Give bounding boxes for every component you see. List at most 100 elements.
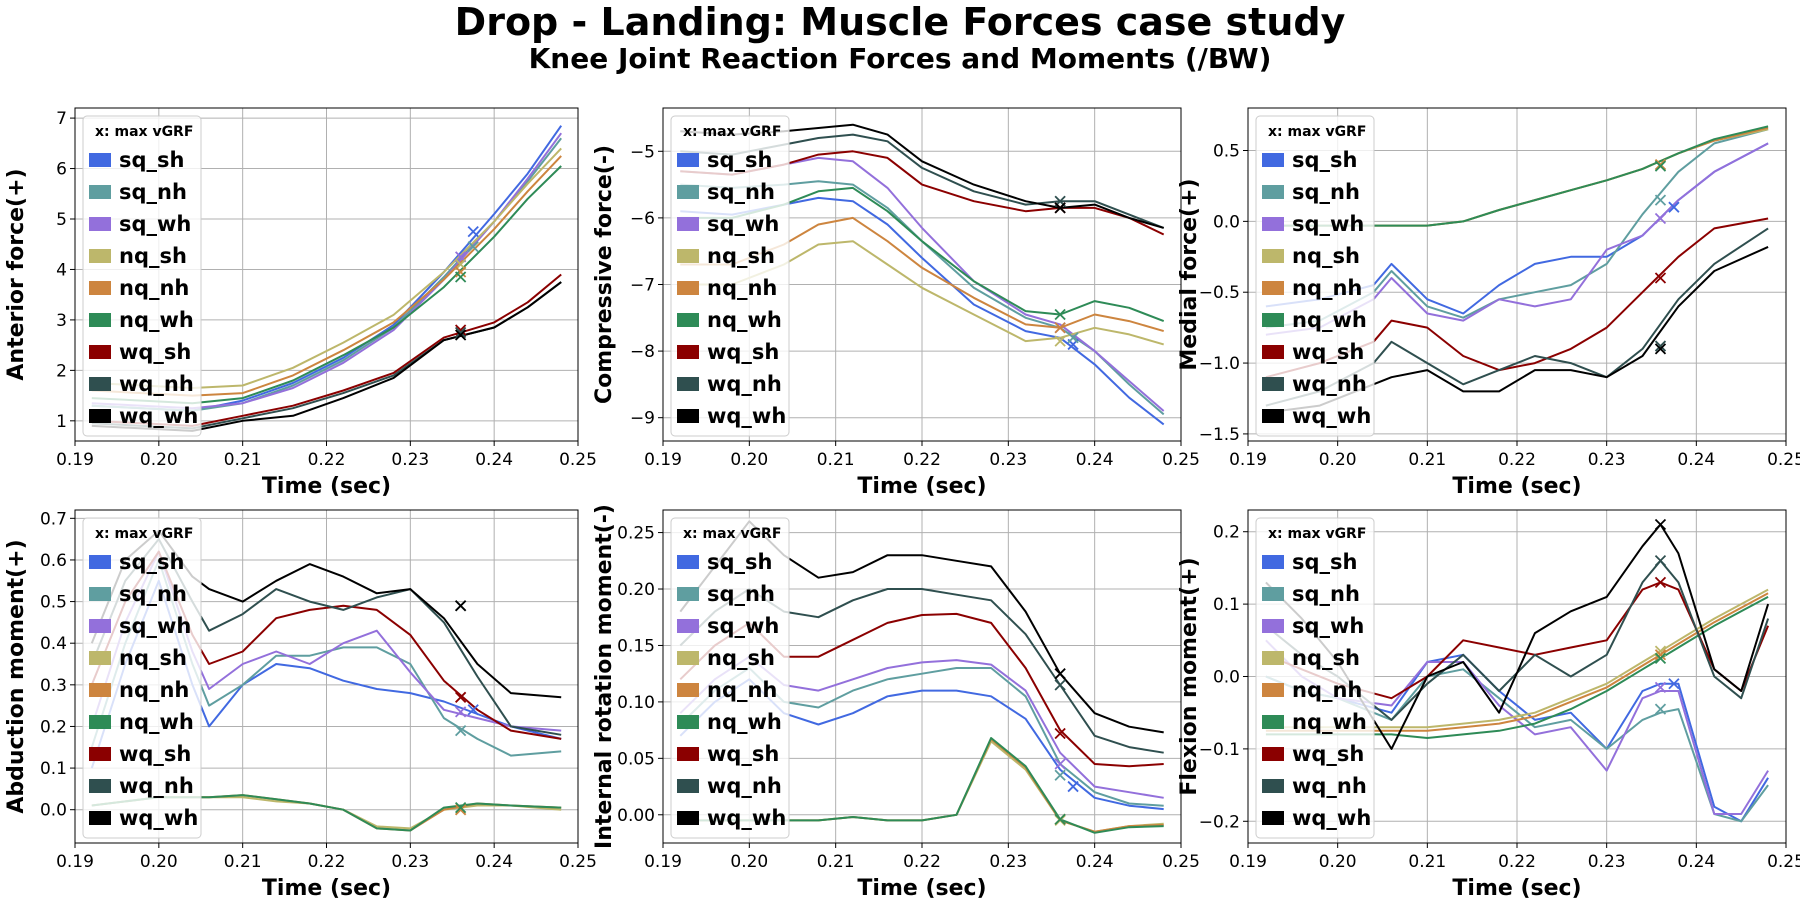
subplot-1: 0.19 0.20 0.21 0.22 0.23 0.24 0.25 1 2 3 4 5 6 7 Time … [4, 107, 597, 499]
legend-label-nq_wh: nq_wh [707, 710, 782, 734]
x-tick-label: 0.20 [1319, 450, 1357, 470]
legend-swatch-wq_nh [1262, 779, 1284, 793]
x-tick-label: 0.19 [644, 450, 682, 470]
series-group [1265, 125, 1769, 414]
legend-label-nq_wh: nq_wh [707, 308, 782, 332]
legend-label-sq_nh: sq_nh [119, 582, 187, 606]
marker-max-vgrf-nq_wh [1054, 813, 1066, 825]
y-tick-label: 2 [56, 361, 67, 381]
marker-max-vgrf-wq_sh [454, 691, 467, 703]
marker-max-vgrf-wq_nh [1654, 555, 1667, 567]
marker-max-vgrf-wq_sh [1654, 272, 1667, 284]
series-line-nq_wh [1265, 125, 1769, 227]
marker-max-vgrf-wq_wh [1054, 668, 1066, 680]
legend-label-sq_sh: sq_sh [1292, 550, 1357, 574]
marker-max-vgrf-nq_nh [1054, 322, 1066, 334]
series-line-wq_wh [1265, 245, 1769, 414]
marker-max-vgrf-nq_wh [454, 271, 467, 283]
legend-swatch-sq_sh [677, 555, 699, 569]
marker-max-vgrf-nq_wh [1654, 652, 1667, 665]
x-axis-label: Time (sec) [262, 876, 391, 900]
legend-label-wq_wh: wq_wh [1292, 404, 1371, 428]
legend-box [1255, 115, 1375, 437]
legend-swatch-nq_wh [677, 313, 699, 327]
legend-swatch-wq_wh [677, 811, 699, 825]
legend-title: x: max vGRF [1268, 124, 1366, 140]
y-axis-label: Flexion moment(+) [1177, 557, 1202, 795]
marker-max-vgrf-sq_wh [1054, 758, 1066, 770]
legend-swatch-wq_nh [677, 779, 699, 793]
x-tick-label: 0.19 [56, 852, 94, 872]
legend-label-nq_sh: nq_sh [707, 244, 775, 268]
legend-label-nq_wh: nq_wh [1292, 308, 1367, 332]
y-tick-label: 1 [56, 412, 67, 432]
legend-title: x: max vGRF [1268, 526, 1366, 542]
x-tick-label: 0.25 [1162, 450, 1200, 470]
plot-frame [74, 107, 579, 442]
y-tick-label: 0.3 [40, 676, 67, 696]
legend-label-wq_nh: wq_nh [119, 774, 194, 798]
legend-title: x: max vGRF [683, 526, 781, 542]
legend-swatch-nq_sh [1262, 651, 1284, 665]
legend-swatch-nq_wh [89, 313, 111, 327]
legend-swatch-wq_sh [677, 345, 699, 359]
x-tick-label: 0.23 [989, 852, 1027, 872]
y-tick-label: −8 [630, 342, 655, 362]
legend-swatch-wq_sh [89, 747, 111, 761]
x-tick-label: 0.23 [989, 450, 1027, 470]
legend-box [670, 517, 790, 839]
legend-label-sq_wh: sq_wh [1292, 614, 1364, 638]
legend-label-wq_sh: wq_sh [1292, 340, 1364, 364]
legend-swatch-sq_nh [1262, 185, 1284, 199]
subplot-6: 0.19 0.20 0.21 0.22 0.23 0.24 0.25 −0.2 −0.1 0.0 0… [1177, 509, 1800, 900]
marker-max-vgrf-wq_nh [1654, 340, 1667, 352]
legend-swatch-wq_wh [677, 409, 699, 423]
y-tick-label: 0.4 [40, 634, 67, 654]
x-tick-label: 0.21 [224, 450, 262, 470]
legend-swatch-nq_wh [1262, 313, 1284, 327]
legend-label-wq_sh: wq_sh [1292, 742, 1364, 766]
legend-label-nq_nh: nq_nh [1292, 276, 1362, 300]
y-tick-label: −5 [630, 142, 655, 162]
legend-label-wq_sh: wq_sh [707, 340, 779, 364]
subplot-3: 0.19 0.20 0.21 0.22 0.23 0.24 0.25 −1.5 −1.0 −0.5… [1177, 107, 1800, 499]
legend-label-nq_sh: nq_sh [1292, 646, 1360, 670]
y-tick-label: 0.5 [1213, 142, 1240, 162]
legend-swatch-sq_sh [89, 555, 111, 569]
x-axis-label: Time (sec) [262, 474, 391, 499]
x-tick-label: 0.20 [730, 852, 768, 872]
y-tick-label: 0.2 [40, 717, 67, 737]
x-tick-label: 0.25 [559, 852, 597, 872]
y-tick-label: 0.0 [1213, 212, 1240, 232]
legend-swatch-nq_sh [677, 651, 699, 665]
marker-max-vgrf-sq_wh [1654, 212, 1667, 225]
legend-swatch-sq_nh [1262, 587, 1284, 601]
legend-box [1255, 517, 1375, 839]
marker-max-vgrf-nq_nh [1654, 159, 1667, 171]
legend-label-sq_sh: sq_sh [707, 550, 772, 574]
x-tick-label: 0.22 [1498, 450, 1536, 470]
marker-max-vgrf-wq_wh [1654, 343, 1667, 355]
legend-label-wq_wh: wq_wh [707, 404, 786, 428]
legend: x: max vGRF sq_sh sq_nh sq_wh nq_sh nq_nh nq_w… [670, 115, 790, 437]
legend-label-nq_wh: nq_wh [119, 308, 194, 332]
y-axis-label: Internal rotation moment(-) [592, 504, 617, 849]
x-tick-label: 0.23 [1588, 450, 1626, 470]
legend-swatch-nq_wh [677, 715, 699, 729]
legend-swatch-sq_sh [1262, 153, 1284, 167]
y-tick-label: −7 [630, 275, 655, 295]
legend: x: max vGRF sq_sh sq_nh sq_wh nq_sh nq_nh nq_w… [82, 115, 202, 437]
x-tick-label: 0.24 [1677, 852, 1715, 872]
marker-max-vgrf-sq_nh [1067, 332, 1079, 344]
y-tick-label: −1.0 [1199, 354, 1240, 374]
legend-label-wq_sh: wq_sh [707, 742, 779, 766]
legend-swatch-nq_nh [677, 683, 699, 697]
x-tick-label: 0.20 [730, 450, 768, 470]
y-tick-label: 0.0 [1213, 668, 1240, 688]
marker-max-vgrf-nq_wh [454, 801, 467, 814]
y-tick-label: 4 [56, 260, 67, 280]
y-axis-label: Medial force(+) [1177, 178, 1202, 370]
legend-label-sq_sh: sq_sh [1292, 148, 1357, 172]
legend-title: x: max vGRF [95, 526, 193, 542]
